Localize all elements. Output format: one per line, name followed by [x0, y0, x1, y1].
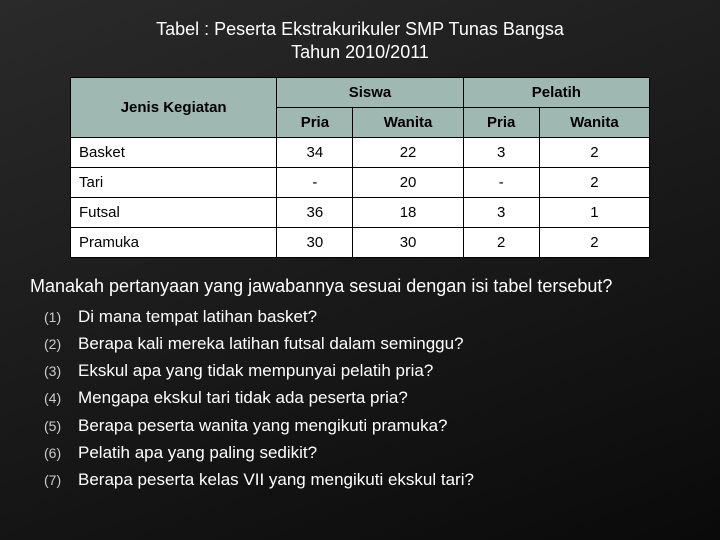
- option-text: Pelatih apa yang paling sedikit?: [78, 439, 317, 466]
- option-text: Di mana tempat latihan basket?: [78, 303, 317, 330]
- cell: 3: [463, 197, 539, 227]
- question-text: Manakah pertanyaan yang jawabannya sesua…: [30, 276, 690, 297]
- option-text: Ekskul apa yang tidak mempunyai pelatih …: [78, 357, 433, 384]
- option-text: Berapa kali mereka latihan futsal dalam …: [78, 330, 464, 357]
- row-label: Pramuka: [71, 227, 277, 257]
- option-text: Berapa peserta kelas VII yang mengikuti …: [78, 466, 474, 493]
- cell: 36: [277, 197, 353, 227]
- option-number: (4): [44, 384, 78, 411]
- group-header-siswa: Siswa: [277, 77, 463, 107]
- sub-header: Wanita: [539, 107, 649, 137]
- sub-header: Pria: [277, 107, 353, 137]
- row-label: Basket: [71, 137, 277, 167]
- table-row: Pramuka303022: [71, 227, 650, 257]
- row-label: Tari: [71, 167, 277, 197]
- option-item: (4)Mengapa ekskul tari tidak ada peserta…: [44, 384, 690, 411]
- option-item: (7)Berapa peserta kelas VII yang mengiku…: [44, 466, 690, 493]
- title-line-2: Tahun 2010/2011: [291, 42, 429, 62]
- table-row: Futsal361831: [71, 197, 650, 227]
- table-row: Tari-20-2: [71, 167, 650, 197]
- group-header-pelatih: Pelatih: [463, 77, 649, 107]
- table-container: Jenis Kegiatan Siswa Pelatih Pria Wanita…: [70, 77, 650, 258]
- cell: 3: [463, 137, 539, 167]
- cell: -: [463, 167, 539, 197]
- cell: 20: [353, 167, 463, 197]
- option-item: (1)Di mana tempat latihan basket?: [44, 303, 690, 330]
- cell: 2: [463, 227, 539, 257]
- cell: 2: [539, 137, 649, 167]
- cell: 30: [277, 227, 353, 257]
- table-title: Tabel : Peserta Ekstrakurikuler SMP Tuna…: [30, 18, 690, 65]
- option-text: Berapa peserta wanita yang mengikuti pra…: [78, 412, 448, 439]
- options-list: (1)Di mana tempat latihan basket?(2)Bera…: [30, 303, 690, 493]
- cell: 2: [539, 167, 649, 197]
- option-text: Mengapa ekskul tari tidak ada peserta pr…: [78, 384, 408, 411]
- cell: 22: [353, 137, 463, 167]
- sub-header: Pria: [463, 107, 539, 137]
- cell: 30: [353, 227, 463, 257]
- option-number: (7): [44, 466, 78, 493]
- cell: 34: [277, 137, 353, 167]
- option-number: (6): [44, 439, 78, 466]
- option-number: (2): [44, 330, 78, 357]
- cell: -: [277, 167, 353, 197]
- header-row-1: Jenis Kegiatan Siswa Pelatih: [71, 77, 650, 107]
- title-line-1: Tabel : Peserta Ekstrakurikuler SMP Tuna…: [156, 19, 564, 39]
- option-item: (3)Ekskul apa yang tidak mempunyai pelat…: [44, 357, 690, 384]
- option-number: (3): [44, 357, 78, 384]
- option-item: (6)Pelatih apa yang paling sedikit?: [44, 439, 690, 466]
- data-table: Jenis Kegiatan Siswa Pelatih Pria Wanita…: [70, 77, 650, 258]
- option-item: (2)Berapa kali mereka latihan futsal dal…: [44, 330, 690, 357]
- corner-header: Jenis Kegiatan: [71, 77, 277, 137]
- option-item: (5)Berapa peserta wanita yang mengikuti …: [44, 412, 690, 439]
- cell: 18: [353, 197, 463, 227]
- table-row: Basket342232: [71, 137, 650, 167]
- option-number: (5): [44, 412, 78, 439]
- cell: 2: [539, 227, 649, 257]
- row-label: Futsal: [71, 197, 277, 227]
- cell: 1: [539, 197, 649, 227]
- sub-header: Wanita: [353, 107, 463, 137]
- option-number: (1): [44, 303, 78, 330]
